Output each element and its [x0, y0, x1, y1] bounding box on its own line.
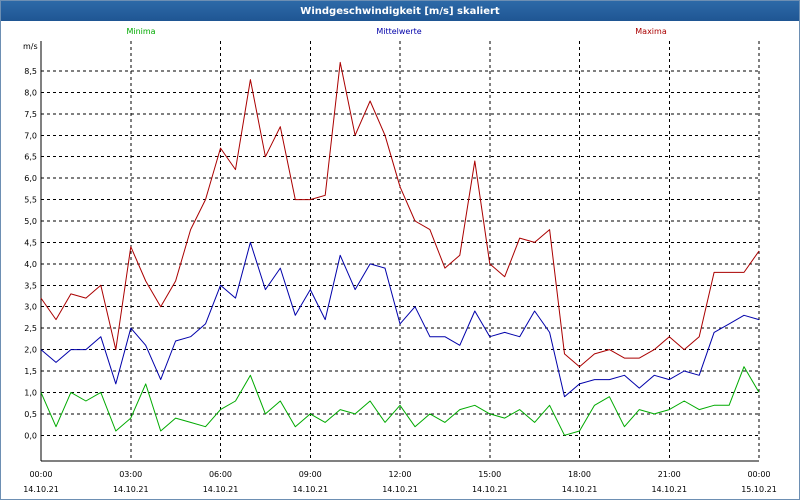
- window-title: Windgeschwindigkeit [m/s] skaliert: [1, 1, 799, 21]
- series-lines: [40, 61, 760, 436]
- y-tick-label: 7,5: [24, 110, 37, 119]
- y-tick-label: 6,5: [24, 153, 37, 162]
- legend-mittelwerte: Mittelwerte: [376, 27, 421, 36]
- x-tick-time: 00:00: [747, 470, 770, 479]
- y-tick-label: 2,0: [24, 346, 37, 355]
- x-tick-time: 21:00: [658, 470, 681, 479]
- y-tick-label: 1,5: [24, 367, 37, 376]
- legend-minima: Minima: [126, 27, 155, 36]
- y-tick-labels: 0,0 0,5 1,0 1,5 2,0 2,5 3,0 3,5 4,0 4,5 5,0 5,5 6,0 6…: [24, 67, 37, 440]
- y-tick-label: 3,5: [24, 281, 37, 290]
- x-tick-date: 15.10.21: [741, 485, 777, 494]
- axes: [40, 41, 759, 462]
- x-tick-date: 14.10.21: [562, 485, 598, 494]
- y-tick-label: 0,0: [24, 431, 37, 440]
- x-tick-date: 14.10.21: [23, 485, 59, 494]
- x-tick-date: 14.10.21: [382, 485, 418, 494]
- x-tick-time: 15:00: [478, 470, 501, 479]
- y-tick-label: 8,0: [24, 88, 37, 97]
- x-tick-date: 14.10.21: [651, 485, 687, 494]
- y-tick-label: 5,5: [24, 196, 37, 205]
- y-tick-label: 3,0: [24, 303, 37, 312]
- x-tick-date: 14.10.21: [472, 485, 508, 494]
- x-tick-time: 09:00: [299, 470, 322, 479]
- series-line-maxima: [40, 61, 760, 368]
- x-tick-time: 12:00: [388, 470, 411, 479]
- y-axis-label: m/s: [23, 42, 38, 51]
- grid: [40, 41, 760, 461]
- x-tick-date: 14.10.21: [292, 485, 328, 494]
- series-line-mittelwerte: [40, 241, 760, 398]
- y-tick-label: 4,5: [24, 238, 37, 247]
- x-tick-time: 06:00: [209, 470, 232, 479]
- x-tick-time: 00:00: [29, 470, 52, 479]
- x-tick-time: 03:00: [119, 470, 142, 479]
- x-tick-date: 14.10.21: [113, 485, 149, 494]
- legend-maxima: Maxima: [635, 27, 667, 36]
- x-tick-time: 18:00: [568, 470, 591, 479]
- y-tick-label: 1,0: [24, 388, 37, 397]
- y-tick-label: 2,5: [24, 324, 37, 333]
- y-tick-label: 0,5: [24, 410, 37, 419]
- y-tick-label: 4,0: [24, 260, 37, 269]
- y-tick-label: 6,0: [24, 174, 37, 183]
- x-tick-date: 14.10.21: [203, 485, 239, 494]
- x-tick-labels: 00:00 14.10.21 03:00 14.10.21 06:00 14.10.21 0…: [23, 470, 777, 494]
- y-tick-label: 7,0: [24, 131, 37, 140]
- y-tick-label: 8,5: [24, 67, 37, 76]
- legend: Minima Mittelwerte Maxima: [126, 27, 666, 36]
- series-line-minima: [40, 366, 760, 436]
- wind-speed-chart: Minima Mittelwerte Maxima m/s 0,0 0,5 1,0 1,5…: [23, 27, 777, 494]
- y-tick-label: 5,0: [24, 217, 37, 226]
